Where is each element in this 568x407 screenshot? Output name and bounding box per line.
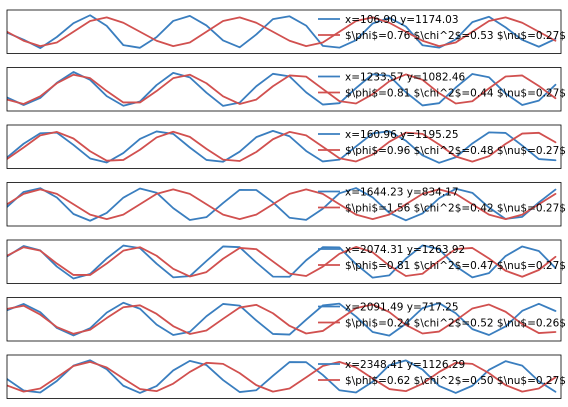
legend-label: $\phi$=0.81 $\chi^2$=0.44 $\nu$=0.27$ bbox=[345, 88, 566, 100]
legend-label: $\phi$=0.96 $\chi^2$=0.48 $\nu$=0.27$ bbox=[345, 145, 566, 157]
legend-label: x=2074.31 y=1263.92 bbox=[345, 244, 465, 256]
legend-label: x=2091.49 y=717.25 bbox=[345, 302, 459, 314]
legend-label: $\phi$=0.81 $\chi^2$=0.47 $\nu$=0.27$ bbox=[345, 260, 566, 272]
legend-label: x=1644.23 y=834.17 bbox=[345, 187, 459, 199]
legend-item: $\phi$=0.24 $\chi^2$=0.52 $\nu$=0.26$ bbox=[318, 318, 566, 330]
legend-label: x=106.90 y=1174.03 bbox=[345, 14, 459, 26]
subplot-3: x=160.96 y=1195.25 $\phi$=0.96 $\chi^2$=0… bbox=[7, 125, 566, 169]
legend-item: $\phi$=0.81 $\chi^2$=0.47 $\nu$=0.27$ bbox=[318, 260, 566, 272]
legend-label: $\phi$=0.76 $\chi^2$=0.53 $\nu$=0.27$ bbox=[345, 30, 566, 42]
legend-label: x=1233.57 y=1082.46 bbox=[345, 72, 466, 84]
subplot-2: x=1233.57 y=1082.46 $\phi$=0.81 $\chi^2$=… bbox=[7, 68, 566, 112]
legend: x=106.90 y=1174.03 $\phi$=0.76 $\chi^2$=0… bbox=[318, 14, 566, 42]
legend-label: x=2348.41 y=1126.29 bbox=[345, 359, 465, 371]
subplot-1: x=106.90 y=1174.03 $\phi$=0.76 $\chi^2$=0… bbox=[7, 10, 566, 54]
subplot-6: x=2091.49 y=717.25 $\phi$=0.24 $\chi^2$=0… bbox=[7, 298, 566, 342]
legend-item: $\phi$=1.56 $\chi^2$=0.42 $\nu$=0.27$ bbox=[318, 203, 566, 215]
legend-label: $\phi$=0.62 $\chi^2$=0.50 $\nu$=0.27$ bbox=[345, 375, 566, 387]
legend-item: $\phi$=0.76 $\chi^2$=0.53 $\nu$=0.27$ bbox=[318, 30, 566, 42]
legend-label: x=160.96 y=1195.25 bbox=[345, 129, 459, 141]
legend-item: $\phi$=0.96 $\chi^2$=0.48 $\nu$=0.27$ bbox=[318, 145, 566, 157]
legend-item: x=1233.57 y=1082.46 bbox=[318, 72, 466, 84]
legend-item: x=160.96 y=1195.25 bbox=[318, 129, 459, 141]
legend-item: x=106.90 y=1174.03 bbox=[318, 14, 459, 26]
legend-item: $\phi$=0.81 $\chi^2$=0.44 $\nu$=0.27$ bbox=[318, 88, 566, 100]
legend-item: x=2348.41 y=1126.29 bbox=[318, 359, 465, 371]
legend: x=1233.57 y=1082.46 $\phi$=0.81 $\chi^2$=… bbox=[318, 72, 566, 100]
legend: x=1644.23 y=834.17 $\phi$=1.56 $\chi^2$=0… bbox=[318, 187, 566, 215]
subplot-5: x=2074.31 y=1263.92 $\phi$=0.81 $\chi^2$=… bbox=[7, 240, 566, 284]
subplot-4: x=1644.23 y=834.17 $\phi$=1.56 $\chi^2$=0… bbox=[7, 183, 566, 227]
legend-item: $\phi$=0.62 $\chi^2$=0.50 $\nu$=0.27$ bbox=[318, 375, 566, 387]
subplot-7: x=2348.41 y=1126.29 $\phi$=0.62 $\chi^2$=… bbox=[7, 355, 566, 399]
legend-label: $\phi$=0.24 $\chi^2$=0.52 $\nu$=0.26$ bbox=[345, 318, 566, 330]
legend-label: $\phi$=1.56 $\chi^2$=0.42 $\nu$=0.27$ bbox=[345, 203, 566, 215]
